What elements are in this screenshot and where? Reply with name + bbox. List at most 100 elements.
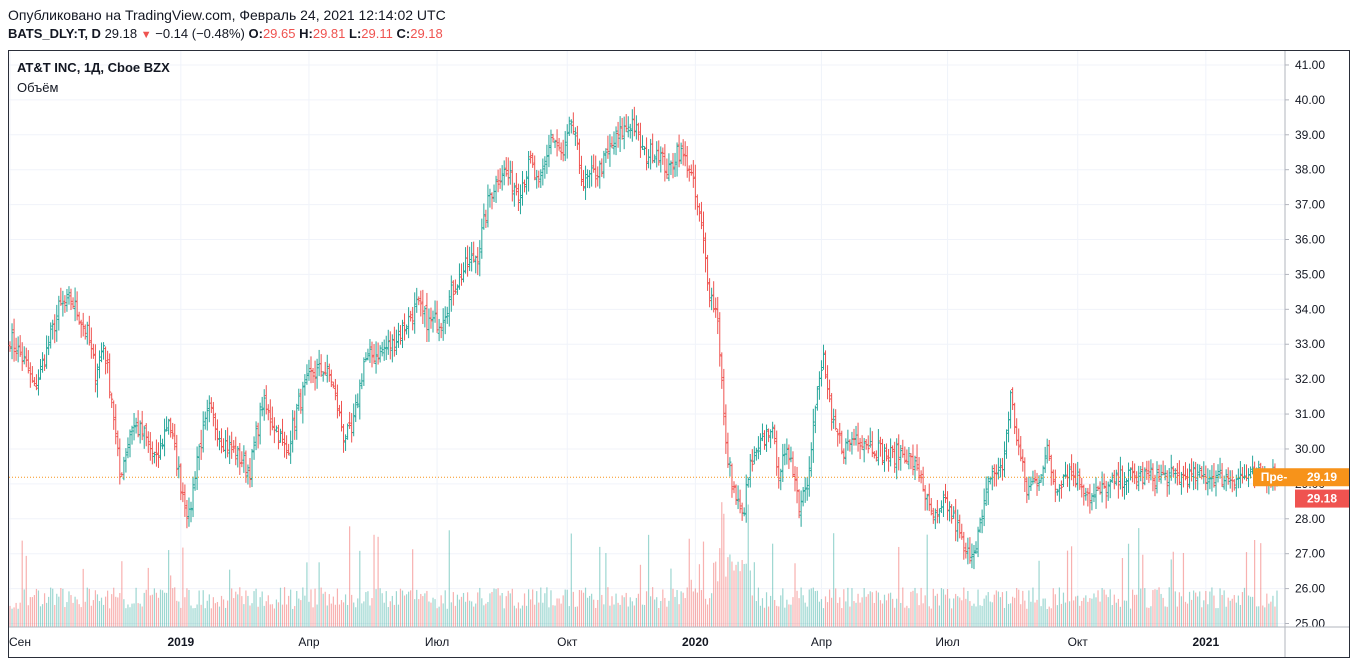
volume-bar bbox=[239, 587, 241, 627]
volume-bar bbox=[747, 504, 749, 627]
volume-bar bbox=[985, 595, 987, 627]
volume-bar bbox=[127, 604, 129, 627]
volume-bar bbox=[971, 605, 973, 627]
volume-bar bbox=[41, 604, 44, 627]
volume-bar bbox=[399, 588, 402, 627]
y-tick-label: 35.00 bbox=[1295, 267, 1325, 281]
volume-bar bbox=[1026, 608, 1028, 627]
volume-bar bbox=[52, 588, 54, 627]
volume-bar bbox=[265, 601, 267, 627]
volume-bar bbox=[965, 598, 967, 627]
volume-bar bbox=[314, 588, 316, 627]
volume-bar bbox=[737, 561, 739, 627]
volume-bar bbox=[82, 568, 84, 627]
chart-legend-title[interactable]: AT&T INC, 1Д, Cboe BZX bbox=[17, 60, 170, 75]
volume-bar bbox=[757, 587, 760, 627]
volume-bar bbox=[448, 530, 450, 627]
volume-legend[interactable]: Объём bbox=[17, 80, 59, 95]
volume-bar bbox=[387, 607, 389, 627]
volume-bar bbox=[993, 594, 995, 627]
volume-bar bbox=[119, 593, 121, 627]
volume-bar bbox=[820, 599, 823, 627]
volume-bar bbox=[1201, 607, 1203, 627]
volume-bar bbox=[304, 595, 306, 627]
symbol-label[interactable]: BATS_DLY:T, D bbox=[8, 26, 101, 41]
volume-bar bbox=[802, 595, 804, 627]
volume-bar bbox=[1158, 587, 1160, 627]
volume-bar bbox=[330, 603, 332, 627]
price-bars bbox=[8, 106, 1279, 570]
volume-bar bbox=[1079, 605, 1081, 627]
volume-bar bbox=[60, 588, 62, 627]
last-price: 29.18 bbox=[104, 26, 138, 41]
volume-bar bbox=[194, 608, 196, 627]
volume-bar bbox=[904, 607, 906, 627]
volume-bar bbox=[558, 598, 560, 627]
volume-bar bbox=[605, 553, 607, 627]
volume-bar bbox=[224, 607, 227, 627]
volume-bar bbox=[944, 594, 947, 627]
volume-bar bbox=[90, 605, 92, 627]
volume-bar bbox=[871, 592, 873, 627]
volume-bar bbox=[530, 599, 532, 627]
volume-bar bbox=[163, 592, 166, 627]
volume-bar bbox=[100, 597, 103, 627]
volume-bar bbox=[778, 606, 780, 627]
volume-bar bbox=[957, 596, 959, 627]
volume-bar bbox=[1223, 590, 1225, 627]
x-tick-label: 2021 bbox=[1192, 635, 1219, 649]
grid-lines bbox=[9, 51, 1285, 627]
volume-bar bbox=[631, 601, 633, 627]
volume-bar bbox=[84, 601, 86, 627]
volume-bar bbox=[123, 599, 125, 627]
volume-bar bbox=[979, 605, 981, 627]
volume-bar bbox=[469, 600, 471, 627]
volume-bar bbox=[743, 564, 745, 627]
volume-bar bbox=[1274, 606, 1276, 627]
volume-bar bbox=[1007, 603, 1010, 627]
volume-bar bbox=[782, 588, 784, 627]
volume-bar bbox=[1066, 550, 1069, 627]
volume-bar bbox=[1009, 603, 1012, 627]
volume-bar bbox=[153, 588, 155, 627]
volume-bar bbox=[214, 603, 217, 627]
volume-bar bbox=[1005, 591, 1008, 627]
volume-bar bbox=[1180, 596, 1183, 627]
volume-bar bbox=[708, 598, 711, 627]
volume-bar bbox=[477, 592, 479, 627]
volume-bar bbox=[176, 600, 178, 627]
volume-bar bbox=[328, 594, 330, 627]
volume-bar bbox=[593, 599, 595, 627]
volume-bar bbox=[137, 603, 139, 627]
volume-bar bbox=[180, 607, 182, 627]
volume-bar bbox=[513, 605, 515, 627]
volume-bar bbox=[418, 599, 420, 627]
y-tick-label: 32.00 bbox=[1295, 372, 1325, 386]
volume-bar bbox=[877, 592, 879, 627]
volume-bar bbox=[1184, 601, 1187, 627]
volume-bar bbox=[719, 548, 721, 627]
volume-bar bbox=[1012, 596, 1014, 627]
volume-bar bbox=[967, 590, 969, 627]
volume-bar bbox=[27, 605, 29, 627]
volume-bar bbox=[1034, 602, 1036, 627]
volume-bar bbox=[471, 601, 473, 627]
volume-bar bbox=[1142, 554, 1144, 627]
volume-bar bbox=[349, 526, 351, 627]
volume-bar bbox=[735, 564, 737, 627]
volume-bar bbox=[1138, 528, 1140, 627]
volume-bar bbox=[338, 604, 341, 627]
volume-bar bbox=[1136, 594, 1138, 627]
volume-bar bbox=[839, 597, 841, 627]
volume-bar bbox=[1050, 608, 1052, 627]
volume-bar bbox=[1125, 600, 1128, 627]
volume-bar bbox=[914, 587, 916, 627]
volume-bar bbox=[749, 570, 751, 627]
volume-bar bbox=[1064, 602, 1067, 627]
chart-frame[interactable] bbox=[8, 50, 1350, 658]
volume-bar bbox=[1264, 607, 1266, 627]
volume-bar bbox=[702, 541, 705, 627]
volume-bar bbox=[940, 588, 943, 627]
volume-bar bbox=[501, 592, 503, 627]
